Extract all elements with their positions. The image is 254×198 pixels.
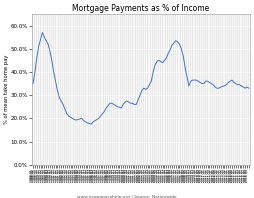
Title: Mortgage Payments as % of Income: Mortgage Payments as % of Income xyxy=(72,4,210,13)
Text: www.economicshelp.org | Source: Nationwide: www.economicshelp.org | Source: Nationwi… xyxy=(77,195,177,198)
Y-axis label: % of mean take home pay: % of mean take home pay xyxy=(4,55,9,124)
